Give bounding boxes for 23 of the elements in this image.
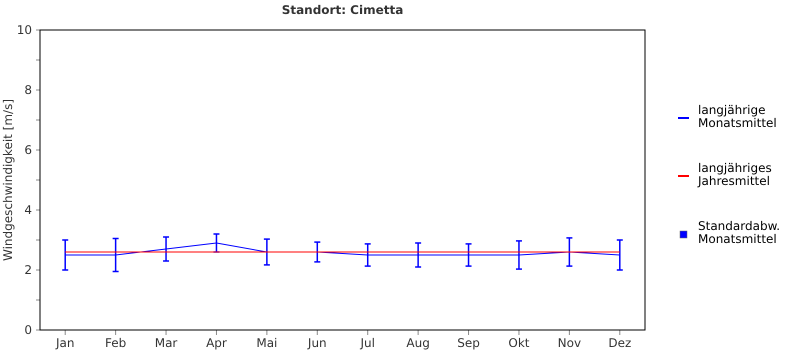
x-tick-label: Okt (508, 336, 530, 350)
text: Standardabw. Monatsmittel (698, 219, 780, 246)
legend-label: langjährige Monatsmittel (698, 103, 777, 130)
y-tick-label: 4 (24, 203, 32, 218)
y-tick-label: 2 (24, 263, 32, 278)
y-axis-title: Windgeschwindigkeit [m/s] (1, 98, 15, 262)
y-tick-label: 6 (24, 143, 32, 158)
x-tick-label: Aug (406, 336, 430, 350)
x-tick-label: Jul (359, 336, 375, 350)
x-tick-label: Nov (558, 336, 582, 350)
legend-label: langjähriges Jahresmittel (697, 161, 772, 188)
y-tick-label: 10 (16, 23, 32, 38)
x-tick-label: Dez (608, 336, 632, 350)
x-tick-label: Jan (54, 336, 74, 350)
x-tick-label: Apr (206, 336, 227, 350)
x-tick-label: Mar (154, 336, 178, 350)
x-tick-label: Feb (105, 336, 126, 350)
y-tick-label: 8 (24, 83, 32, 98)
y-tick-label: 0 (24, 323, 32, 338)
x-tick-label: Mai (256, 336, 278, 350)
chart-title: Standort: Cimetta (282, 3, 404, 17)
x-tick-label: Jun (306, 336, 327, 350)
x-tick-label: Sep (457, 336, 480, 350)
